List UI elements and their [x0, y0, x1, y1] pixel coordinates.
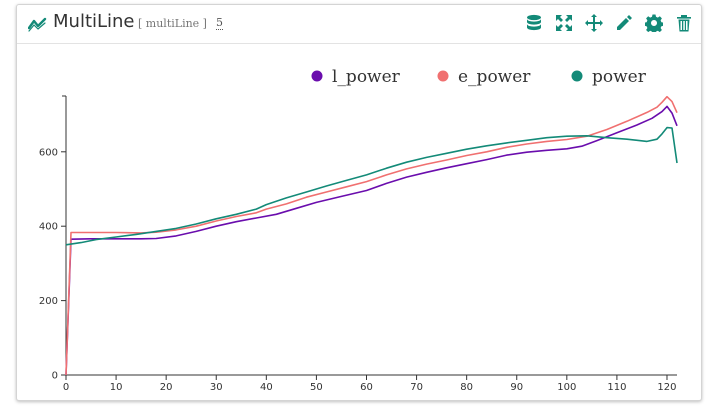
series-line-power [65, 126, 678, 246]
x-tick-label: 20 [160, 382, 173, 393]
legend-label-e_power: e_power [458, 67, 531, 87]
chart-axes: 0 200 400 600 0 10 20 30 40 50 60 70 80 90 100 110 120 [39, 95, 677, 393]
database-icon[interactable] [525, 14, 545, 34]
y-tick-label: 0 [52, 371, 58, 382]
x-tick-label: 10 [110, 382, 123, 393]
gear-icon[interactable] [644, 14, 665, 34]
series-line-l_power [65, 105, 678, 376]
x-tick-label: 40 [260, 382, 273, 393]
widget-header: MultiLine [ multiLine ] 5 [17, 5, 701, 44]
x-tick-label: 100 [557, 382, 576, 393]
legend-marker-e_power [437, 70, 449, 82]
x-tick-label: 90 [510, 382, 523, 393]
y-tick-label: 600 [39, 147, 58, 158]
y-tick-label: 200 [39, 296, 58, 307]
x-tick-label: 0 [63, 382, 69, 393]
x-tick-label: 50 [310, 382, 323, 393]
x-tick-label: 80 [460, 382, 473, 393]
chart-lines [65, 95, 678, 376]
x-tick-label: 70 [410, 382, 423, 393]
pencil-icon[interactable] [615, 14, 635, 34]
widget-subtype: [ multiLine ] [138, 17, 207, 30]
y-tick-label: 400 [39, 222, 58, 233]
legend-marker-power [571, 70, 583, 82]
expand-icon[interactable] [555, 14, 575, 34]
trash-icon[interactable] [675, 14, 695, 34]
legend-marker-l_power [311, 70, 323, 82]
legend-label-power: power [592, 67, 647, 87]
x-tick-label: 120 [657, 382, 676, 393]
widget-toolbar [525, 14, 695, 34]
trend-line-icon [28, 17, 47, 32]
chart-legend: l_power e_power power [311, 67, 647, 87]
multiline-chart: l_power e_power power 0 200 400 600 0 10 20 30 40 5… [39, 67, 678, 393]
x-tick-label: 60 [360, 382, 373, 393]
widget-count[interactable]: 5 [216, 16, 223, 30]
move-icon[interactable] [585, 14, 605, 34]
widget-title: MultiLine [53, 11, 135, 32]
x-tick-label: 30 [210, 382, 223, 393]
legend-label-l_power: l_power [332, 67, 401, 87]
multiline-widget: MultiLine [ multiLine ] 5 [16, 4, 702, 401]
x-tick-label: 110 [607, 382, 626, 393]
series-line-e_power [65, 95, 678, 376]
